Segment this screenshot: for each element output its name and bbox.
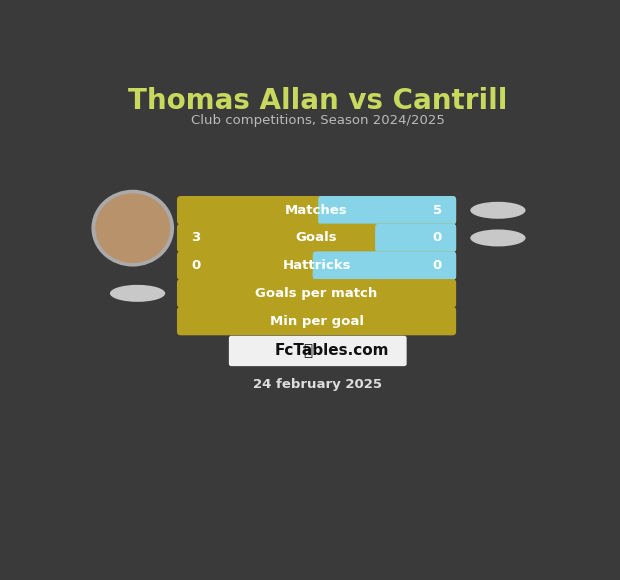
Text: 📊: 📊 <box>304 343 312 358</box>
Text: Min per goal: Min per goal <box>270 314 363 328</box>
Circle shape <box>91 190 174 267</box>
FancyBboxPatch shape <box>177 279 456 307</box>
FancyBboxPatch shape <box>177 307 456 335</box>
Text: Thomas Allan vs Cantrill: Thomas Allan vs Cantrill <box>128 87 507 115</box>
Ellipse shape <box>471 202 526 219</box>
FancyBboxPatch shape <box>177 196 456 224</box>
Text: 3: 3 <box>192 231 201 244</box>
Text: Goals: Goals <box>296 231 337 244</box>
Text: FcTables.com: FcTables.com <box>275 343 389 358</box>
FancyBboxPatch shape <box>177 224 456 252</box>
FancyBboxPatch shape <box>229 336 407 366</box>
FancyBboxPatch shape <box>177 251 456 280</box>
Ellipse shape <box>471 230 526 246</box>
FancyBboxPatch shape <box>312 251 456 280</box>
Text: 0: 0 <box>433 231 441 244</box>
Circle shape <box>95 193 170 263</box>
Text: 0: 0 <box>433 259 441 272</box>
Text: 24 february 2025: 24 february 2025 <box>253 378 383 391</box>
FancyBboxPatch shape <box>375 224 456 252</box>
Text: 5: 5 <box>433 204 441 217</box>
Text: Matches: Matches <box>285 204 348 217</box>
Text: Goals per match: Goals per match <box>255 287 378 300</box>
Text: 0: 0 <box>192 259 201 272</box>
FancyBboxPatch shape <box>318 196 456 224</box>
Text: Hattricks: Hattricks <box>282 259 351 272</box>
Text: Club competitions, Season 2024/2025: Club competitions, Season 2024/2025 <box>191 114 445 128</box>
Ellipse shape <box>110 285 165 302</box>
